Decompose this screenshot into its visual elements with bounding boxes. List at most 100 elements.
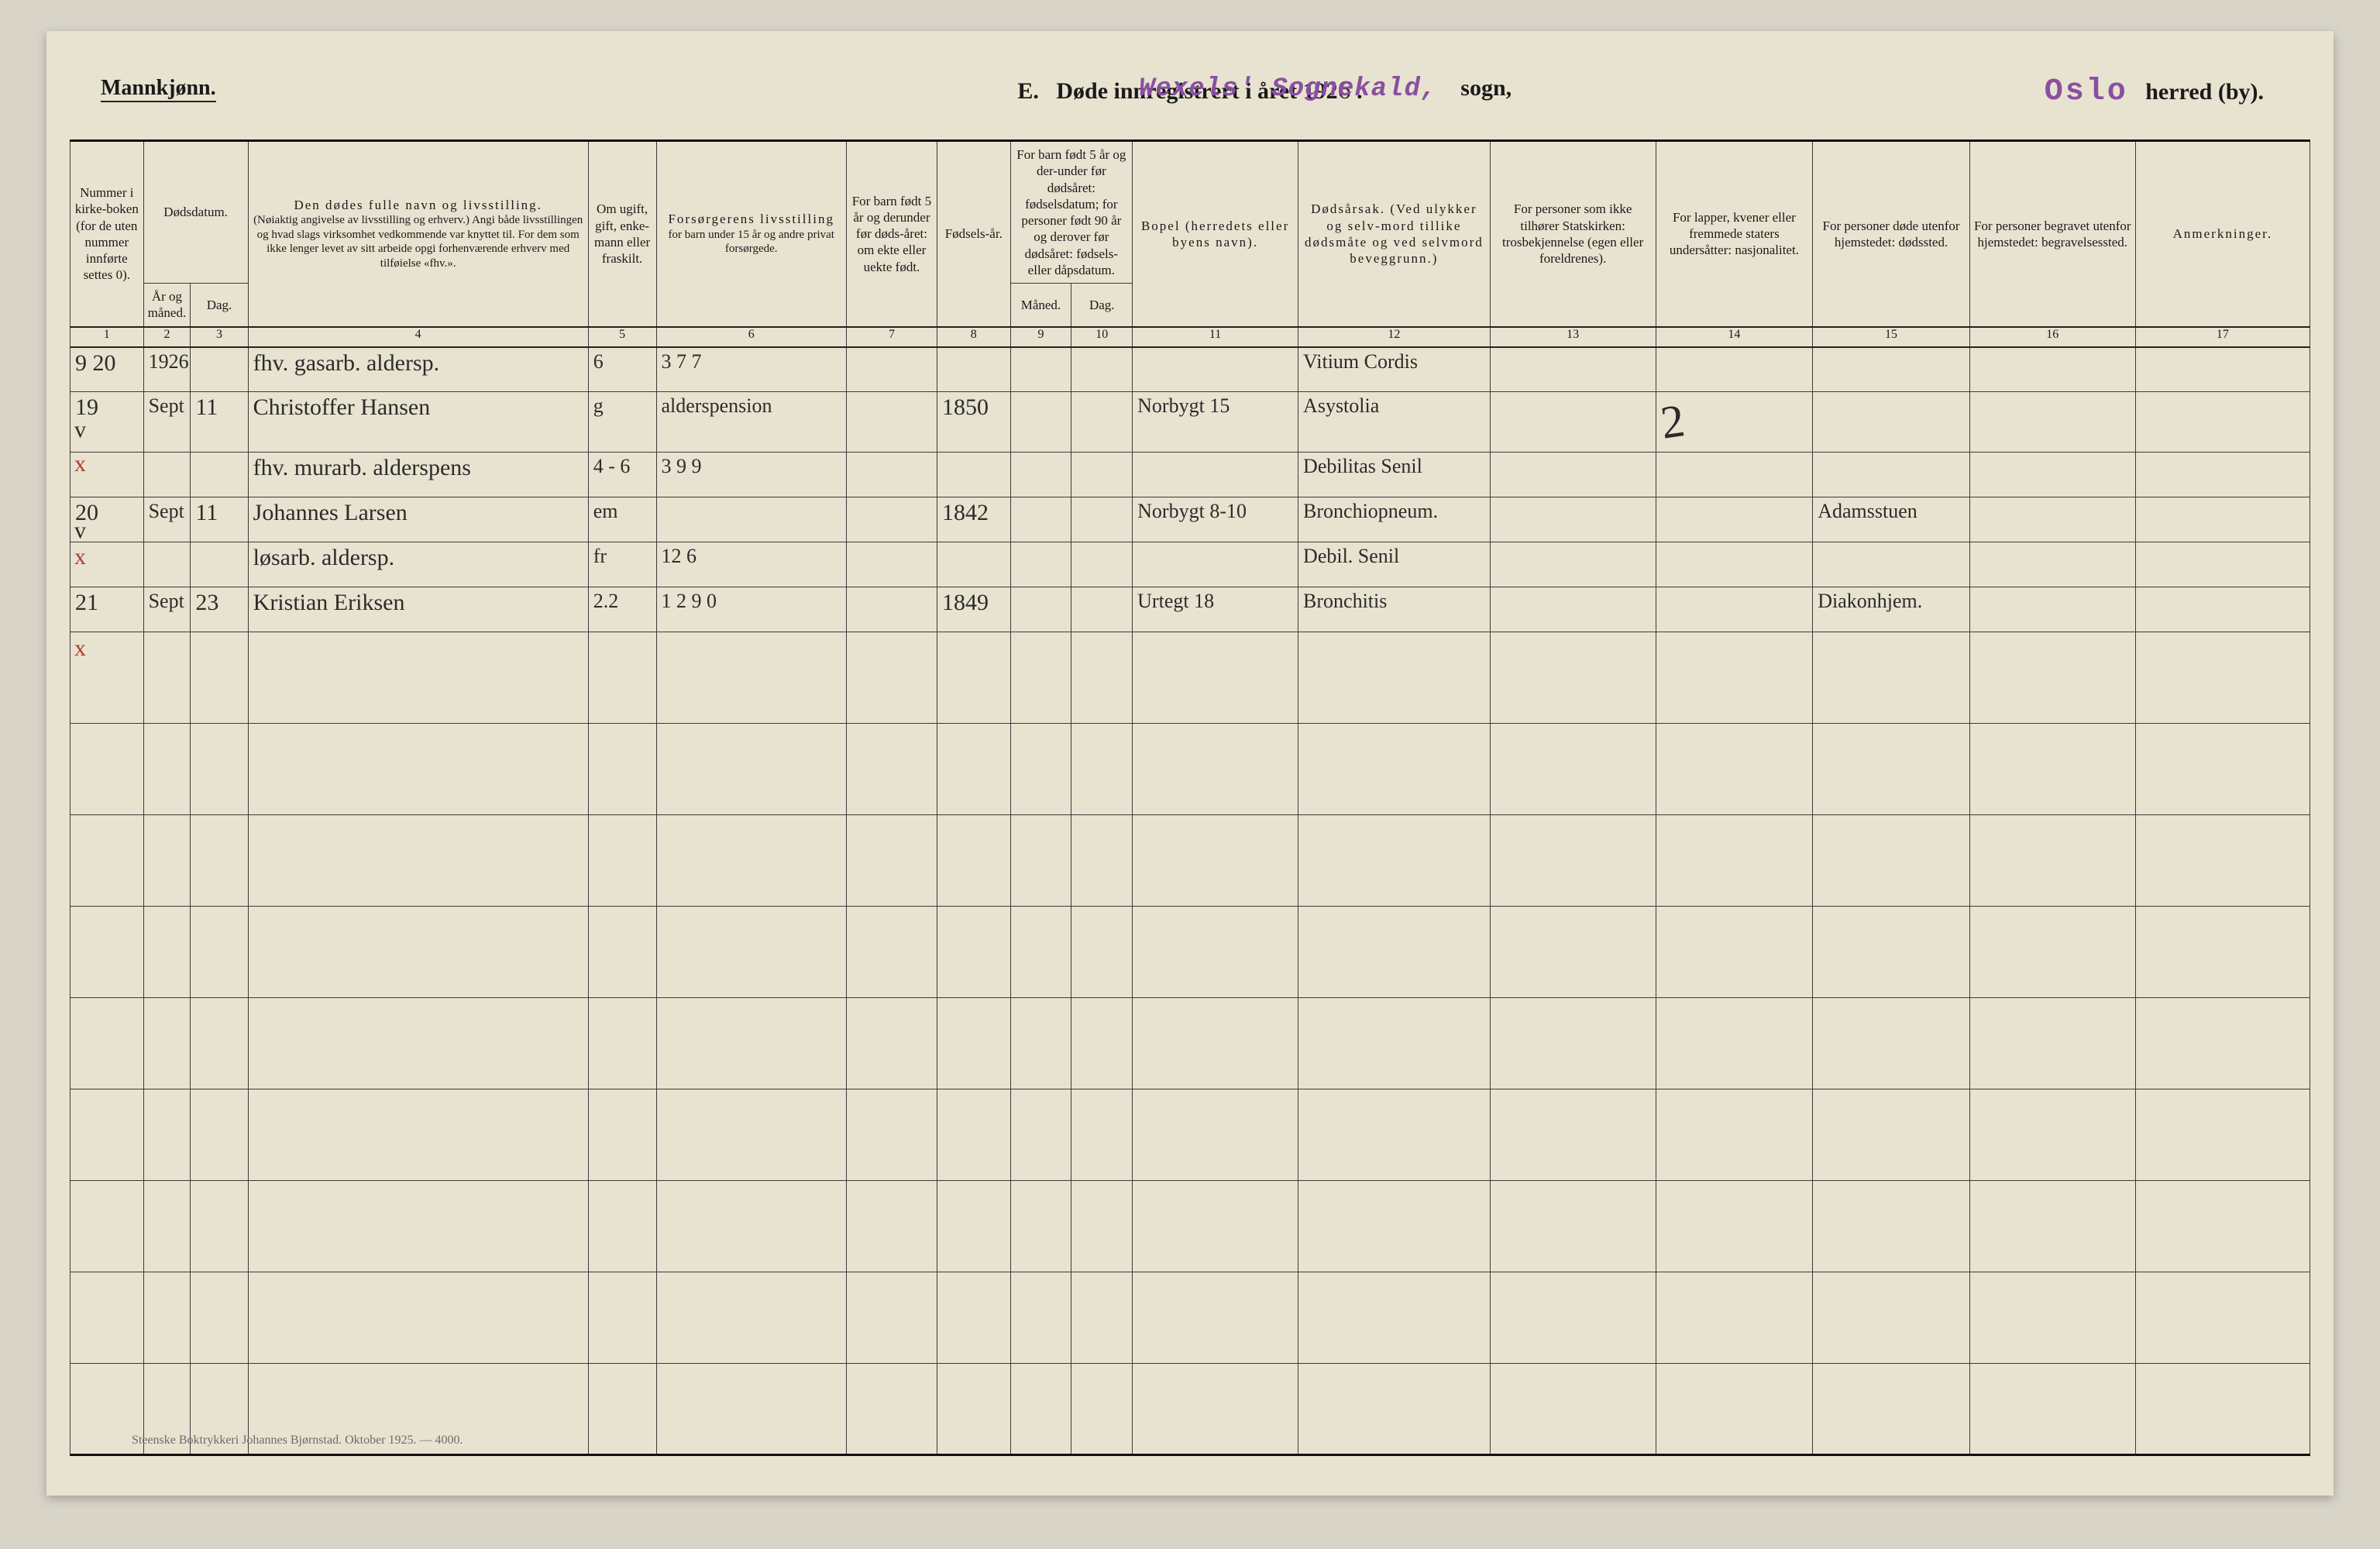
cell: 1926	[143, 347, 191, 392]
empty-cell	[71, 815, 144, 907]
empty-cell	[248, 1181, 588, 1272]
empty-cell	[1298, 724, 1491, 815]
cell: Bronchitis	[1298, 587, 1491, 632]
empty-cell	[846, 632, 937, 724]
empty-cell	[1813, 815, 1970, 907]
cell	[1133, 347, 1298, 392]
margin-mark: x	[74, 544, 86, 570]
cell	[1656, 497, 1813, 542]
empty-cell	[1298, 1089, 1491, 1181]
cell	[1010, 542, 1071, 587]
margin-mark: x	[74, 451, 86, 477]
table-row: fhv. murarb. alderspens4 - 63 9 9Debilit…	[71, 453, 2310, 497]
empty-cell	[1010, 1089, 1071, 1181]
cell	[1969, 587, 2135, 632]
cell	[846, 497, 937, 542]
empty-cell	[1656, 998, 1813, 1089]
cell	[846, 542, 937, 587]
sogn-label: sogn,	[1460, 75, 1512, 101]
cell	[1133, 453, 1298, 497]
empty-cell	[656, 724, 846, 815]
empty-cell	[846, 907, 937, 998]
empty-cell	[656, 1181, 846, 1272]
cell: Vitium Cordis	[1298, 347, 1491, 392]
h-col9b: Dag.	[1071, 284, 1133, 327]
empty-cell	[191, 815, 248, 907]
empty-cell	[1490, 632, 1656, 724]
empty-cell	[191, 632, 248, 724]
empty-row	[71, 632, 2310, 724]
margin-mark: x	[74, 635, 86, 662]
title-row: Mannkjønn. E. Døde innregistrert i året …	[70, 54, 2310, 139]
empty-cell	[1969, 1272, 2135, 1364]
h-col13: For personer som ikke tilhører Statskirk…	[1490, 141, 1656, 327]
empty-cell	[1298, 1181, 1491, 1272]
cell	[1010, 347, 1071, 392]
cell	[1010, 587, 1071, 632]
empty-cell	[588, 724, 656, 815]
empty-cell	[248, 998, 588, 1089]
empty-cell	[2135, 1181, 2309, 1272]
empty-cell	[846, 1089, 937, 1181]
empty-cell	[1071, 815, 1133, 907]
empty-cell	[588, 907, 656, 998]
empty-cell	[1490, 1364, 1656, 1455]
cell: Debilitas Senil	[1298, 453, 1491, 497]
cell	[1071, 542, 1133, 587]
cell	[846, 392, 937, 453]
empty-cell	[1969, 632, 2135, 724]
empty-cell	[1298, 907, 1491, 998]
empty-cell	[1071, 1364, 1133, 1455]
empty-cell	[1133, 815, 1298, 907]
h-col9-top: For barn født 5 år og der-under før døds…	[1010, 141, 1133, 284]
table-row: 9 201926fhv. gasarb. aldersp.63 7 7Vitiu…	[71, 347, 2310, 392]
colno: 17	[2135, 327, 2309, 347]
margin-mark: v	[74, 518, 86, 544]
cell: løsarb. aldersp.	[248, 542, 588, 587]
empty-cell	[937, 815, 1010, 907]
empty-cell	[1133, 1089, 1298, 1181]
h-col5: Om ugift, gift, enke-mann eller fraskilt…	[588, 141, 656, 327]
h-col15: For personer døde utenfor hjemstedet: dø…	[1813, 141, 1970, 327]
table-row: 21Sept23Kristian Eriksen2.21 2 9 01849Ur…	[71, 587, 2310, 632]
colno: 15	[1813, 327, 1970, 347]
empty-cell	[1071, 724, 1133, 815]
empty-cell	[1969, 1089, 2135, 1181]
cell: Sept	[143, 497, 191, 542]
empty-cell	[1071, 998, 1133, 1089]
empty-row	[71, 815, 2310, 907]
h-col2-top: Dødsdatum.	[143, 141, 248, 284]
h-col16: For personer begravet utenfor hjemstedet…	[1969, 141, 2135, 327]
cell: 1849	[937, 587, 1010, 632]
cell: 4 - 6	[588, 453, 656, 497]
empty-cell	[2135, 1364, 2309, 1455]
empty-row	[71, 1181, 2310, 1272]
cell	[1010, 453, 1071, 497]
cell	[1010, 392, 1071, 453]
empty-cell	[71, 1181, 144, 1272]
h-col1: Nummer i kirke-boken (for de uten nummer…	[71, 141, 144, 327]
h-col4-sub: (Nøiaktig angivelse av livsstilling og e…	[252, 213, 585, 271]
empty-cell	[1298, 815, 1491, 907]
empty-cell	[1133, 998, 1298, 1089]
cell	[1656, 347, 1813, 392]
empty-row	[71, 724, 2310, 815]
section-letter: E.	[1017, 78, 1039, 104]
cell	[1490, 542, 1656, 587]
empty-cell	[1813, 998, 1970, 1089]
empty-row	[71, 998, 2310, 1089]
empty-cell	[656, 1272, 846, 1364]
cell	[656, 497, 846, 542]
h-col2b: Dag.	[191, 284, 248, 327]
empty-cell	[1969, 998, 2135, 1089]
empty-cell	[656, 632, 846, 724]
empty-cell	[1813, 1364, 1970, 1455]
colno: 4	[248, 327, 588, 347]
printer-footer: Steenske Boktrykkeri Johannes Bjørnstad.…	[132, 1434, 463, 1447]
empty-cell	[846, 1364, 937, 1455]
empty-cell	[143, 1181, 191, 1272]
cell	[1813, 542, 1970, 587]
empty-cell	[588, 815, 656, 907]
empty-cell	[1010, 724, 1071, 815]
cell: 12 6	[656, 542, 846, 587]
